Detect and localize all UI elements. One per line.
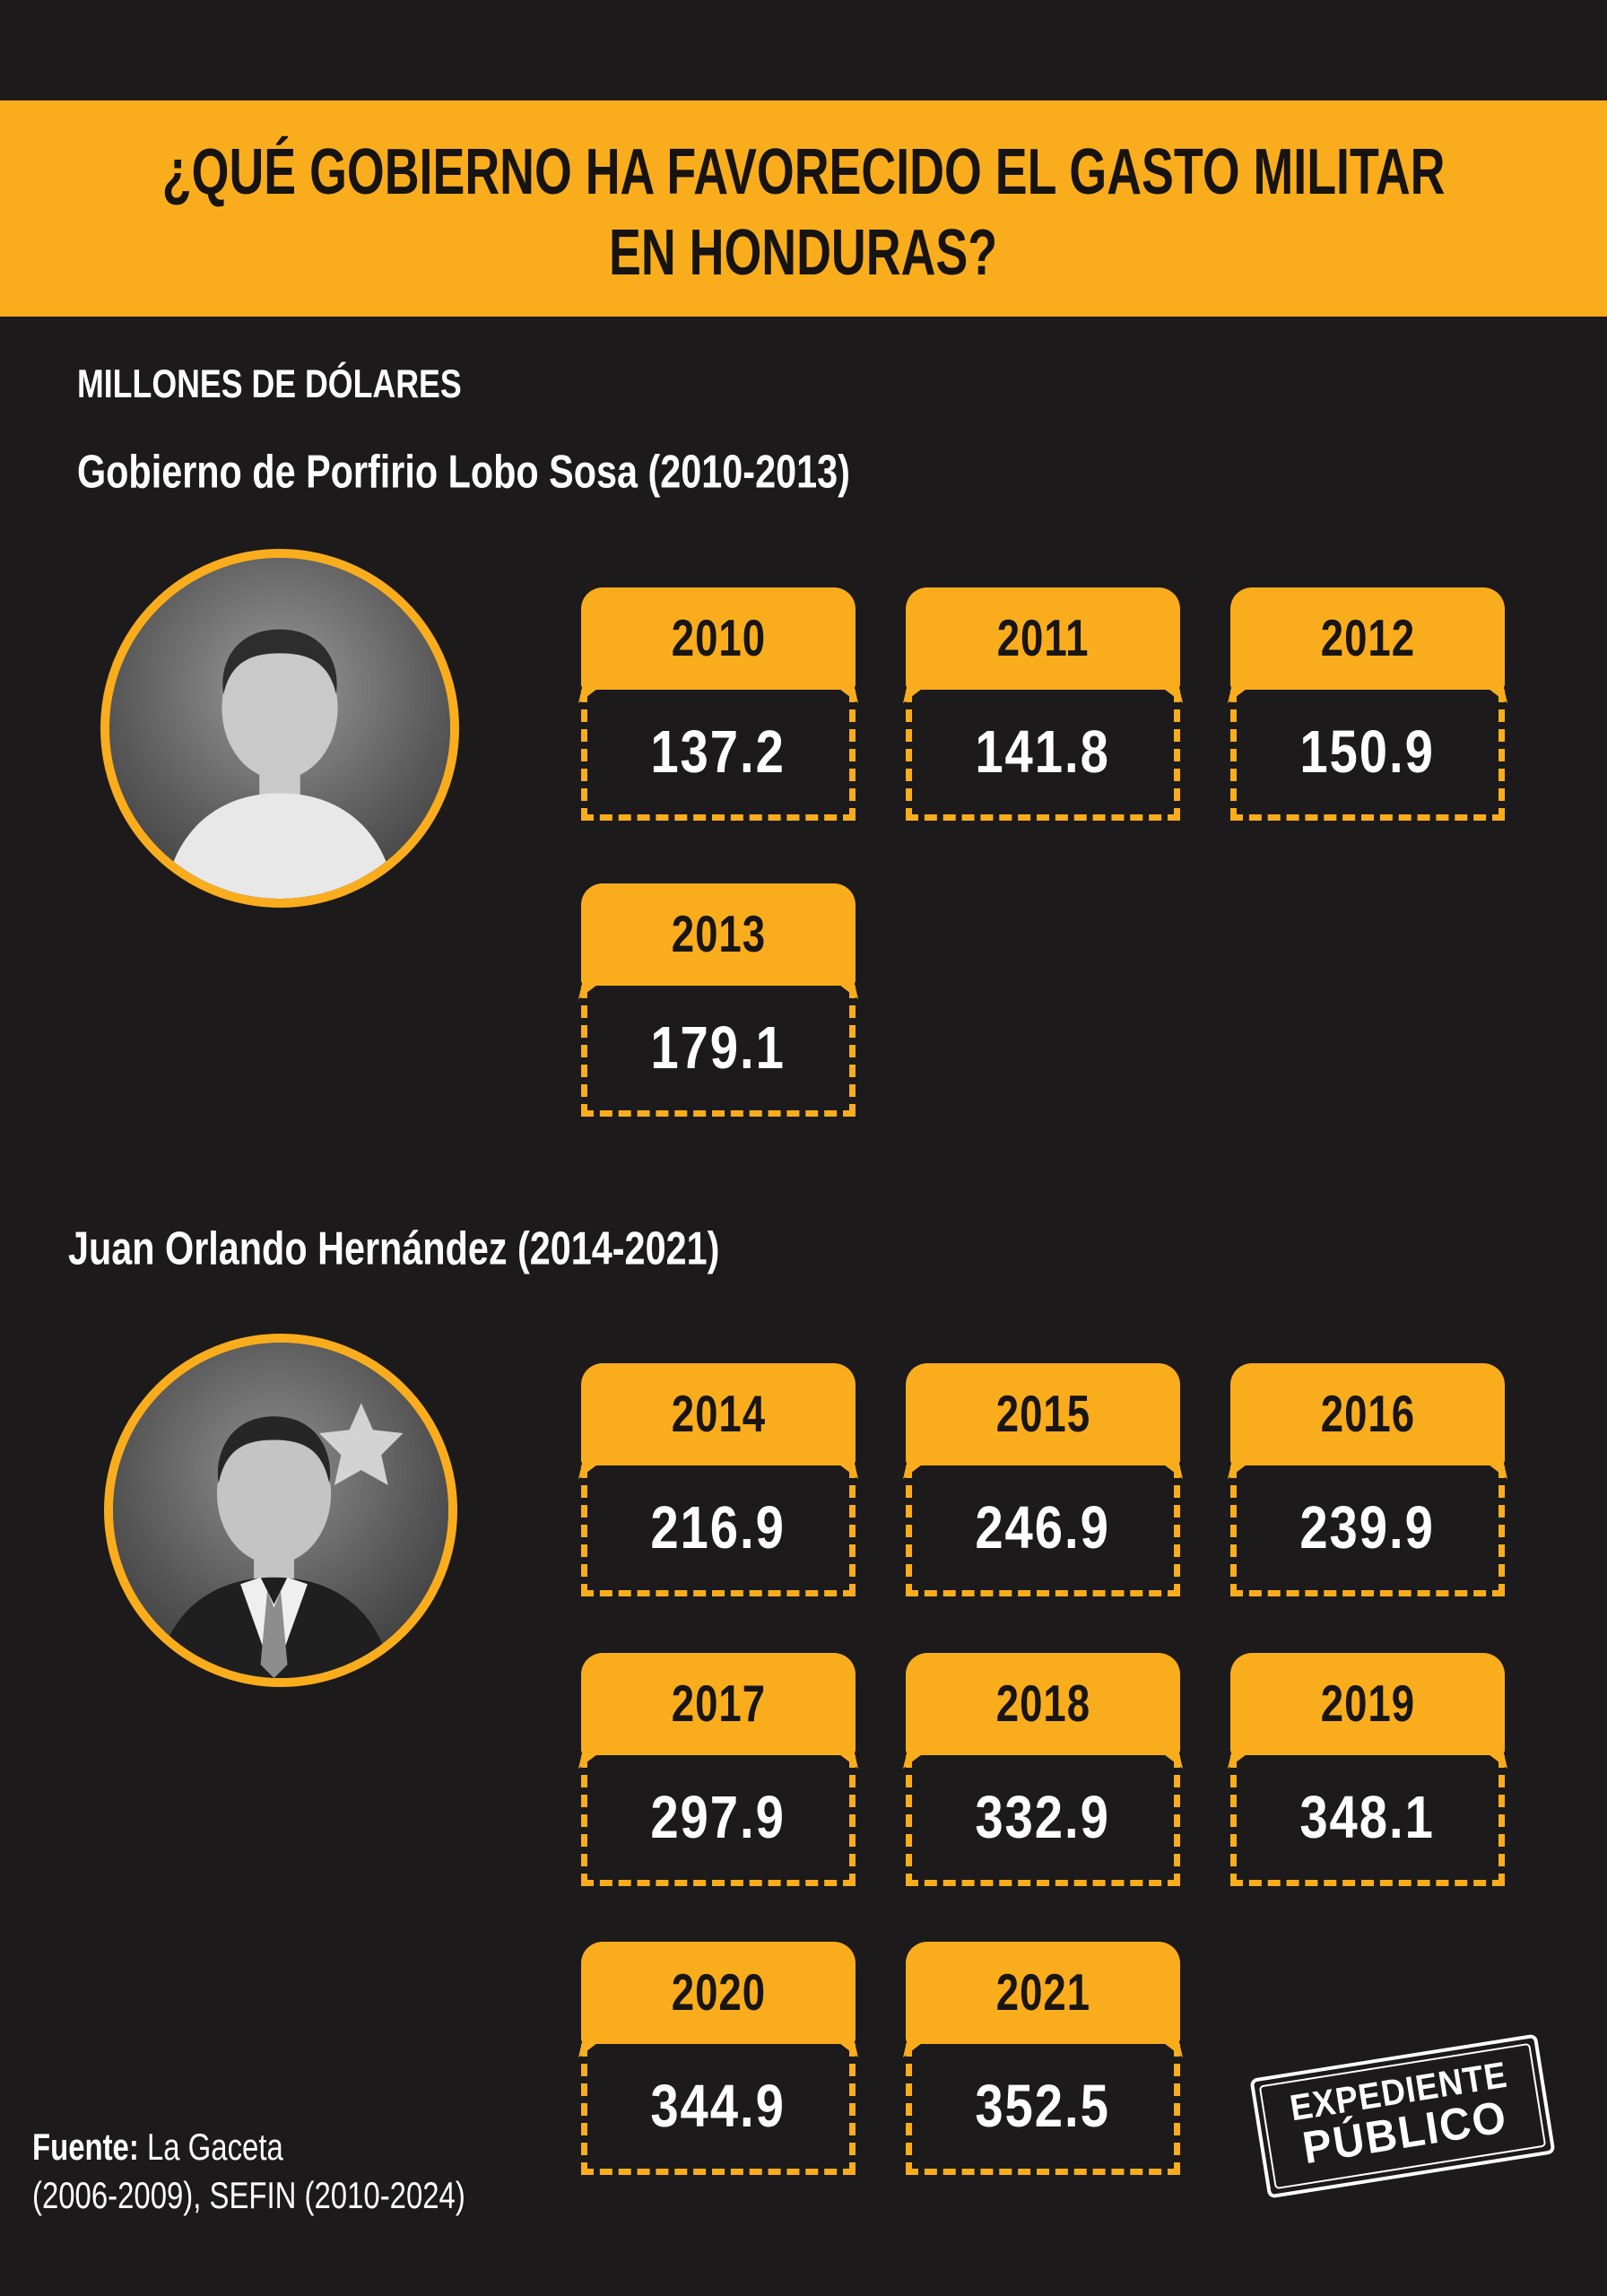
section-title-hernandez: Juan Orlando Hernández (2014-2021): [68, 1222, 720, 1275]
chip-2012: 2012 150.9: [1230, 587, 1505, 821]
year-tab: 2013: [581, 883, 856, 986]
year-label: 2012: [1320, 610, 1415, 667]
page-title-line1: ¿QUÉ GOBIERNO HA FAVORECIDO EL GASTO MIL…: [161, 134, 1446, 208]
portrait-silhouette: [109, 558, 450, 899]
value-box: 348.1: [1230, 1755, 1505, 1886]
year-tab: 2015: [906, 1363, 1180, 1465]
chip-2011: 2011 141.8: [906, 587, 1180, 821]
year-tab: 2018: [906, 1653, 1180, 1755]
year-tab: 2019: [1230, 1653, 1505, 1755]
value-box: 297.9: [581, 1755, 856, 1886]
year-label: 2021: [995, 1964, 1090, 2022]
year-label: 2011: [996, 610, 1090, 667]
year-tab: 2010: [581, 587, 856, 690]
value-label: 150.9: [1299, 718, 1436, 786]
source-label: Fuente:: [32, 2126, 139, 2169]
year-label: 2018: [995, 1675, 1090, 1733]
value-box: 141.8: [906, 690, 1180, 821]
year-label: 2010: [671, 610, 766, 667]
year-label: 2013: [671, 906, 766, 963]
year-label: 2014: [671, 1386, 766, 1443]
value-label: 246.9: [975, 1494, 1111, 1561]
value-label: 141.8: [975, 718, 1111, 786]
year-tab: 2014: [581, 1363, 856, 1465]
value-label: 297.9: [650, 1784, 786, 1851]
chip-2015: 2015 246.9: [906, 1363, 1180, 1596]
expediente-publico-stamp: EXPEDIENTE PÚBLICO: [1249, 2033, 1556, 2199]
chip-2021: 2021 352.5: [906, 1942, 1180, 2175]
stamp-frame: EXPEDIENTE PÚBLICO: [1258, 2042, 1547, 2190]
value-box: 150.9: [1230, 690, 1505, 821]
value-box: 216.9: [581, 1465, 856, 1596]
value-label: 348.1: [1299, 1784, 1436, 1851]
year-tab: 2012: [1230, 587, 1505, 690]
value-label: 179.1: [650, 1014, 786, 1082]
chip-2019: 2019 348.1: [1230, 1653, 1505, 1886]
value-label: 332.9: [975, 1784, 1111, 1851]
year-tab: 2011: [906, 587, 1180, 690]
page-title-line2: EN HONDURAS?: [609, 214, 998, 289]
year-label: 2016: [1320, 1386, 1415, 1443]
chip-2010: 2010 137.2: [581, 587, 856, 821]
value-label: 137.2: [650, 718, 786, 786]
chip-2020: 2020 344.9: [581, 1942, 856, 2175]
value-box: 179.1: [581, 986, 856, 1117]
chip-2018: 2018 332.9: [906, 1653, 1180, 1886]
chip-2017: 2017 297.9: [581, 1653, 856, 1886]
porfirio-lobo-sosa-photo: [100, 549, 459, 908]
year-label: 2017: [671, 1675, 766, 1733]
year-tab: 2020: [581, 1942, 856, 2044]
source-line2: (2006-2009), SEFIN (2010-2024): [32, 2175, 465, 2217]
year-label: 2015: [995, 1386, 1090, 1443]
header-band: [0, 100, 1607, 317]
value-box: 246.9: [906, 1465, 1180, 1596]
value-box: 344.9: [581, 2044, 856, 2175]
value-box: 239.9: [1230, 1465, 1505, 1596]
value-box: 137.2: [581, 690, 856, 821]
year-tab: 2021: [906, 1942, 1180, 2044]
year-tab: 2017: [581, 1653, 856, 1755]
chip-2013: 2013 179.1: [581, 883, 856, 1117]
value-label: 216.9: [650, 1494, 786, 1561]
units-label: MILLONES DE DÓLARES: [77, 362, 462, 407]
portrait-silhouette: [113, 1343, 448, 1678]
chip-2014: 2014 216.9: [581, 1363, 856, 1596]
year-tab: 2016: [1230, 1363, 1505, 1465]
juan-orlando-hernandez-photo: [104, 1334, 457, 1687]
flag-star: [319, 1403, 404, 1485]
value-label: 239.9: [1299, 1494, 1436, 1561]
value-label: 344.9: [650, 2073, 786, 2140]
source-text: La Gaceta: [138, 2126, 283, 2169]
value-box: 332.9: [906, 1755, 1180, 1886]
value-box: 352.5: [906, 2044, 1180, 2175]
section-title-lobo: Gobierno de Porfirio Lobo Sosa (2010-201…: [77, 446, 850, 499]
year-label: 2019: [1320, 1675, 1415, 1733]
year-label: 2020: [671, 1964, 766, 2022]
chip-2016: 2016 239.9: [1230, 1363, 1505, 1596]
tie: [260, 1590, 288, 1678]
value-label: 352.5: [975, 2073, 1111, 2140]
source-note: Fuente: La Gaceta (2006-2009), SEFIN (20…: [32, 2124, 493, 2222]
